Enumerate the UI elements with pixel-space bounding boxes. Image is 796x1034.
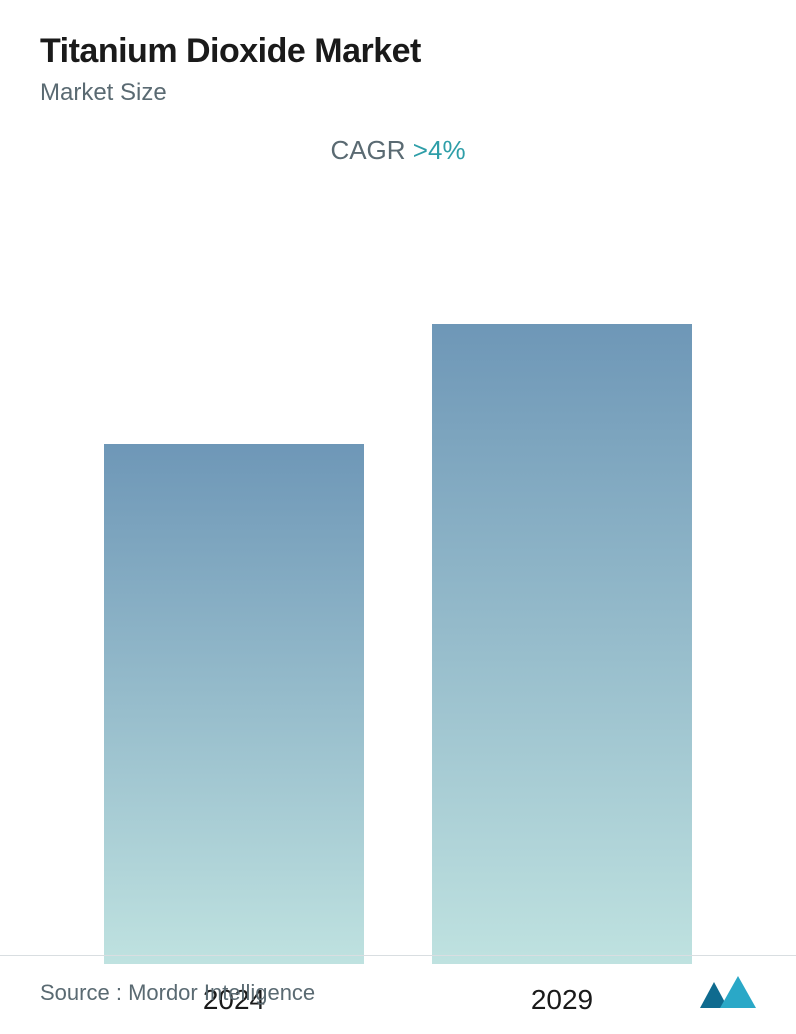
bars-group — [40, 324, 756, 964]
bar-2024 — [104, 444, 364, 964]
source-name: Mordor Intelligence — [128, 980, 315, 1005]
page-subtitle: Market Size — [40, 79, 756, 107]
footer: Source : Mordor Intelligence — [0, 955, 796, 1034]
bar-slot-2024 — [104, 444, 364, 964]
cagr-row: CAGR >4% — [40, 135, 756, 166]
chart-container: Titanium Dioxide Market Market Size CAGR… — [0, 0, 796, 1034]
cagr-label: CAGR — [330, 135, 405, 165]
cagr-value: >4% — [413, 135, 466, 165]
page-title: Titanium Dioxide Market — [40, 32, 756, 71]
chart-area: 2024 2029 — [40, 176, 756, 1034]
bar-2029 — [432, 324, 692, 964]
mordor-logo-icon — [698, 976, 756, 1010]
source-text: Source : Mordor Intelligence — [40, 980, 315, 1006]
bar-slot-2029 — [432, 324, 692, 964]
source-label: Source : — [40, 980, 122, 1005]
